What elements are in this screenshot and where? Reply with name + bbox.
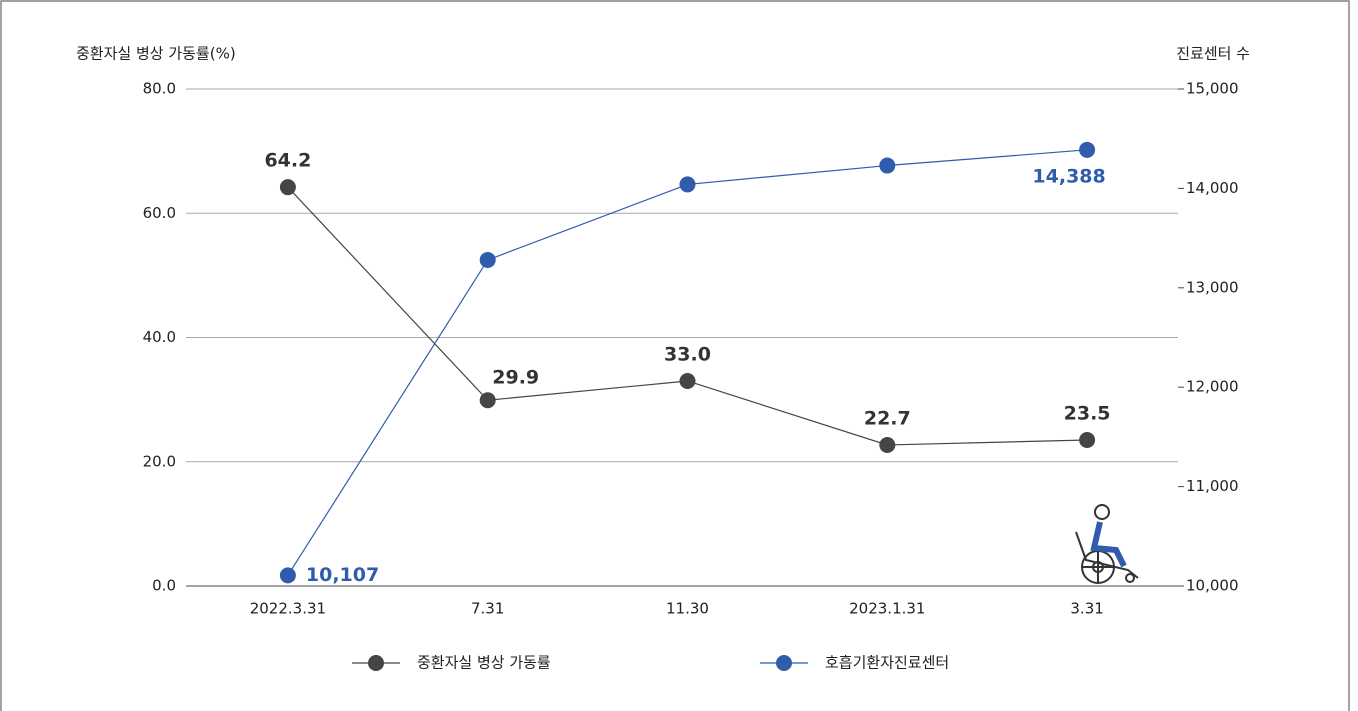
data-point [679,176,696,193]
data-point [879,157,896,174]
data-point [279,179,296,196]
y2-tick-label: 10,000 [1186,577,1239,595]
legend-label: 중환자실 병상 가동률 [417,654,551,672]
y2-tick-label: 11,000 [1186,477,1239,495]
data-label: 33.0 [664,343,711,365]
y-tick-label: 20.0 [143,452,176,470]
data-point [679,372,696,389]
data-label: 64.2 [264,150,311,172]
y-axis-title: 중환자실 병상 가동률(%) [76,45,236,63]
legend-marker [776,655,792,671]
data-point [479,392,496,409]
data-label: 29.9 [492,367,539,389]
y2-tick-label: 13,000 [1186,278,1239,296]
wheelchair-icon [1075,504,1139,584]
y-tick-label: 0.0 [152,577,176,595]
y2-tick-label: 12,000 [1186,378,1239,396]
data-label: 23.5 [1064,403,1111,425]
data-point [279,567,296,584]
y-tick-label: 40.0 [143,328,176,346]
series-line [287,186,1088,446]
data-point [1079,432,1096,449]
y2-tick-label: 15,000 [1186,80,1239,98]
y2-tick-label: 14,000 [1186,179,1239,197]
y-tick-label: 80.0 [143,80,176,98]
legend-label: 호흡기환자진료센터 [825,654,949,672]
data-label: 10,107 [306,564,379,586]
data-label: 14,388 [1032,165,1105,187]
x-tick-label: 2023.1.31 [849,600,925,618]
data-label: 22.7 [864,407,911,429]
data-point [879,436,896,453]
y-tick-label: 60.0 [143,204,176,222]
x-tick-label: 7.31 [471,600,504,618]
data-point [1079,141,1096,158]
x-tick-label: 2022.3.31 [250,600,326,618]
data-point [479,251,496,268]
x-tick-label: 11.30 [666,600,709,618]
x-tick-label: 3.31 [1070,600,1103,618]
y2-axis-title: 진료센터 수 [1176,45,1250,63]
legend-marker [368,655,384,671]
